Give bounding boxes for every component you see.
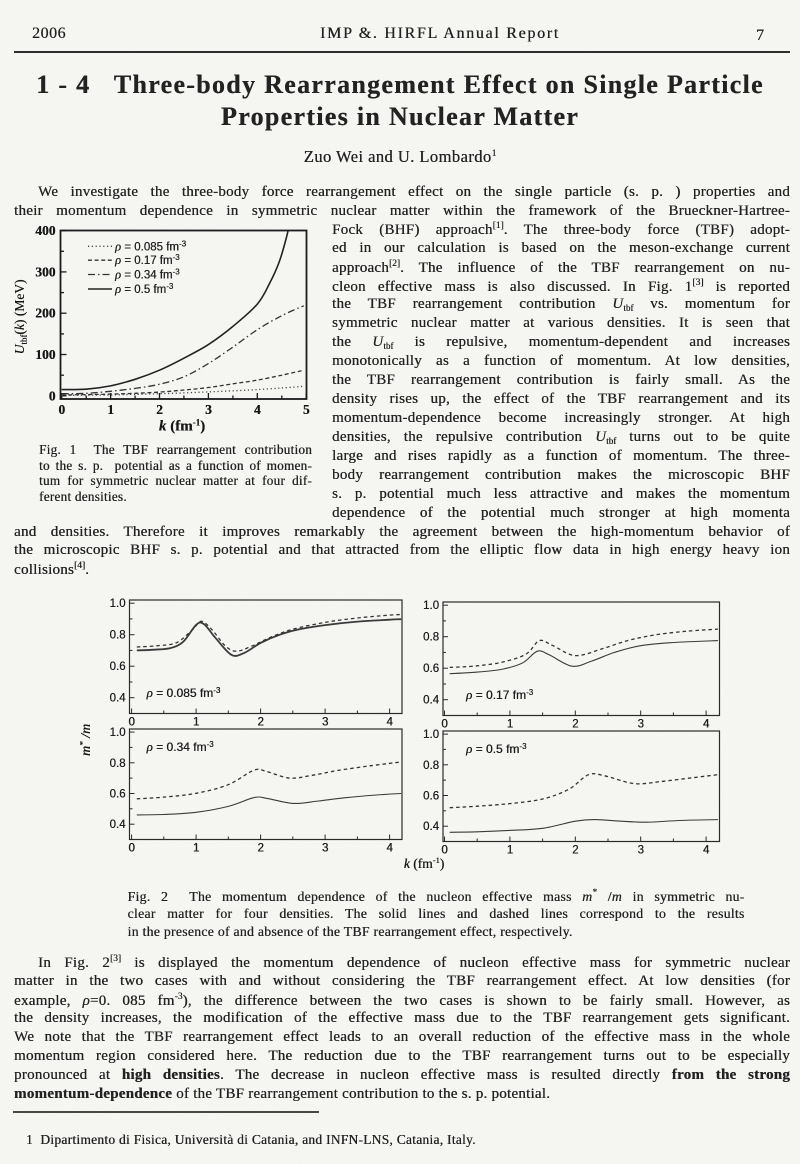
svg-text:0.6: 0.6 [110, 789, 126, 801]
svg-text:4: 4 [386, 843, 393, 855]
svg-text:0.4: 0.4 [110, 819, 127, 831]
svg-text:100: 100 [35, 347, 56, 362]
svg-text:1: 1 [507, 719, 513, 731]
svg-text:1: 1 [507, 845, 513, 857]
svg-text:0.8: 0.8 [423, 632, 439, 644]
svg-text:k (fm-1): k (fm-1) [159, 418, 205, 435]
svg-text:1: 1 [193, 843, 199, 855]
svg-text:0: 0 [128, 843, 134, 855]
svg-text:4: 4 [386, 717, 393, 729]
svg-text:ρ = 0.5 fm-3: ρ = 0.5 fm-3 [465, 741, 527, 756]
svg-text:k (fm-1): k (fm-1) [404, 855, 444, 871]
svg-text:0: 0 [49, 388, 56, 403]
svg-text:3: 3 [322, 717, 328, 729]
svg-text:0.4: 0.4 [423, 821, 440, 833]
svg-text:ρ = 0.17 fm-3: ρ = 0.17 fm-3 [465, 687, 534, 702]
svg-text:1.0: 1.0 [110, 598, 126, 610]
svg-text:ρ = 0.34 fm-3: ρ = 0.34 fm-3 [146, 739, 215, 754]
svg-text:1.0: 1.0 [110, 727, 126, 739]
svg-text:0.8: 0.8 [110, 758, 126, 770]
svg-text:2: 2 [257, 717, 263, 729]
svg-text:2: 2 [572, 845, 578, 857]
svg-text:0.6: 0.6 [423, 663, 439, 675]
svg-text:1.0: 1.0 [423, 600, 439, 612]
svg-text:300: 300 [35, 264, 56, 279]
svg-text:0.6: 0.6 [110, 661, 126, 673]
svg-text:4: 4 [703, 845, 710, 857]
svg-text:0: 0 [441, 719, 447, 731]
svg-text:0.4: 0.4 [423, 695, 440, 707]
svg-text:200: 200 [35, 306, 56, 321]
svg-text:5: 5 [303, 402, 310, 417]
svg-text:0.8: 0.8 [110, 630, 126, 642]
svg-text:2: 2 [572, 719, 578, 731]
svg-text:m* /m: m* /m [80, 724, 94, 756]
svg-text:3: 3 [322, 843, 328, 855]
svg-text:0.8: 0.8 [423, 760, 439, 772]
svg-text:2: 2 [257, 843, 263, 855]
svg-text:4: 4 [254, 402, 261, 417]
svg-text:1: 1 [193, 717, 199, 729]
svg-text:Utbf(k) (MeV): Utbf(k) (MeV) [12, 280, 29, 355]
svg-text:3: 3 [637, 719, 643, 731]
svg-text:ρ = 0.085 fm-3: ρ = 0.085 fm-3 [114, 239, 187, 253]
svg-text:ρ = 0.085 fm-3: ρ = 0.085 fm-3 [146, 685, 221, 700]
svg-text:ρ = 0.5 fm-3: ρ = 0.5 fm-3 [114, 282, 174, 296]
svg-text:3: 3 [205, 402, 212, 417]
svg-text:1.0: 1.0 [423, 729, 439, 741]
svg-text:400: 400 [35, 223, 56, 238]
svg-text:1: 1 [107, 402, 114, 417]
svg-text:3: 3 [637, 845, 643, 857]
svg-text:4: 4 [703, 719, 710, 731]
svg-text:ρ = 0.17 fm-3: ρ = 0.17 fm-3 [114, 253, 180, 267]
svg-text:0.4: 0.4 [110, 693, 127, 705]
svg-text:0: 0 [58, 402, 65, 417]
svg-text:2: 2 [156, 402, 163, 417]
svg-text:0: 0 [128, 717, 134, 729]
svg-text:0: 0 [441, 845, 447, 857]
svg-text:ρ = 0.34 fm-3: ρ = 0.34 fm-3 [114, 268, 180, 282]
svg-text:0.6: 0.6 [423, 791, 439, 803]
